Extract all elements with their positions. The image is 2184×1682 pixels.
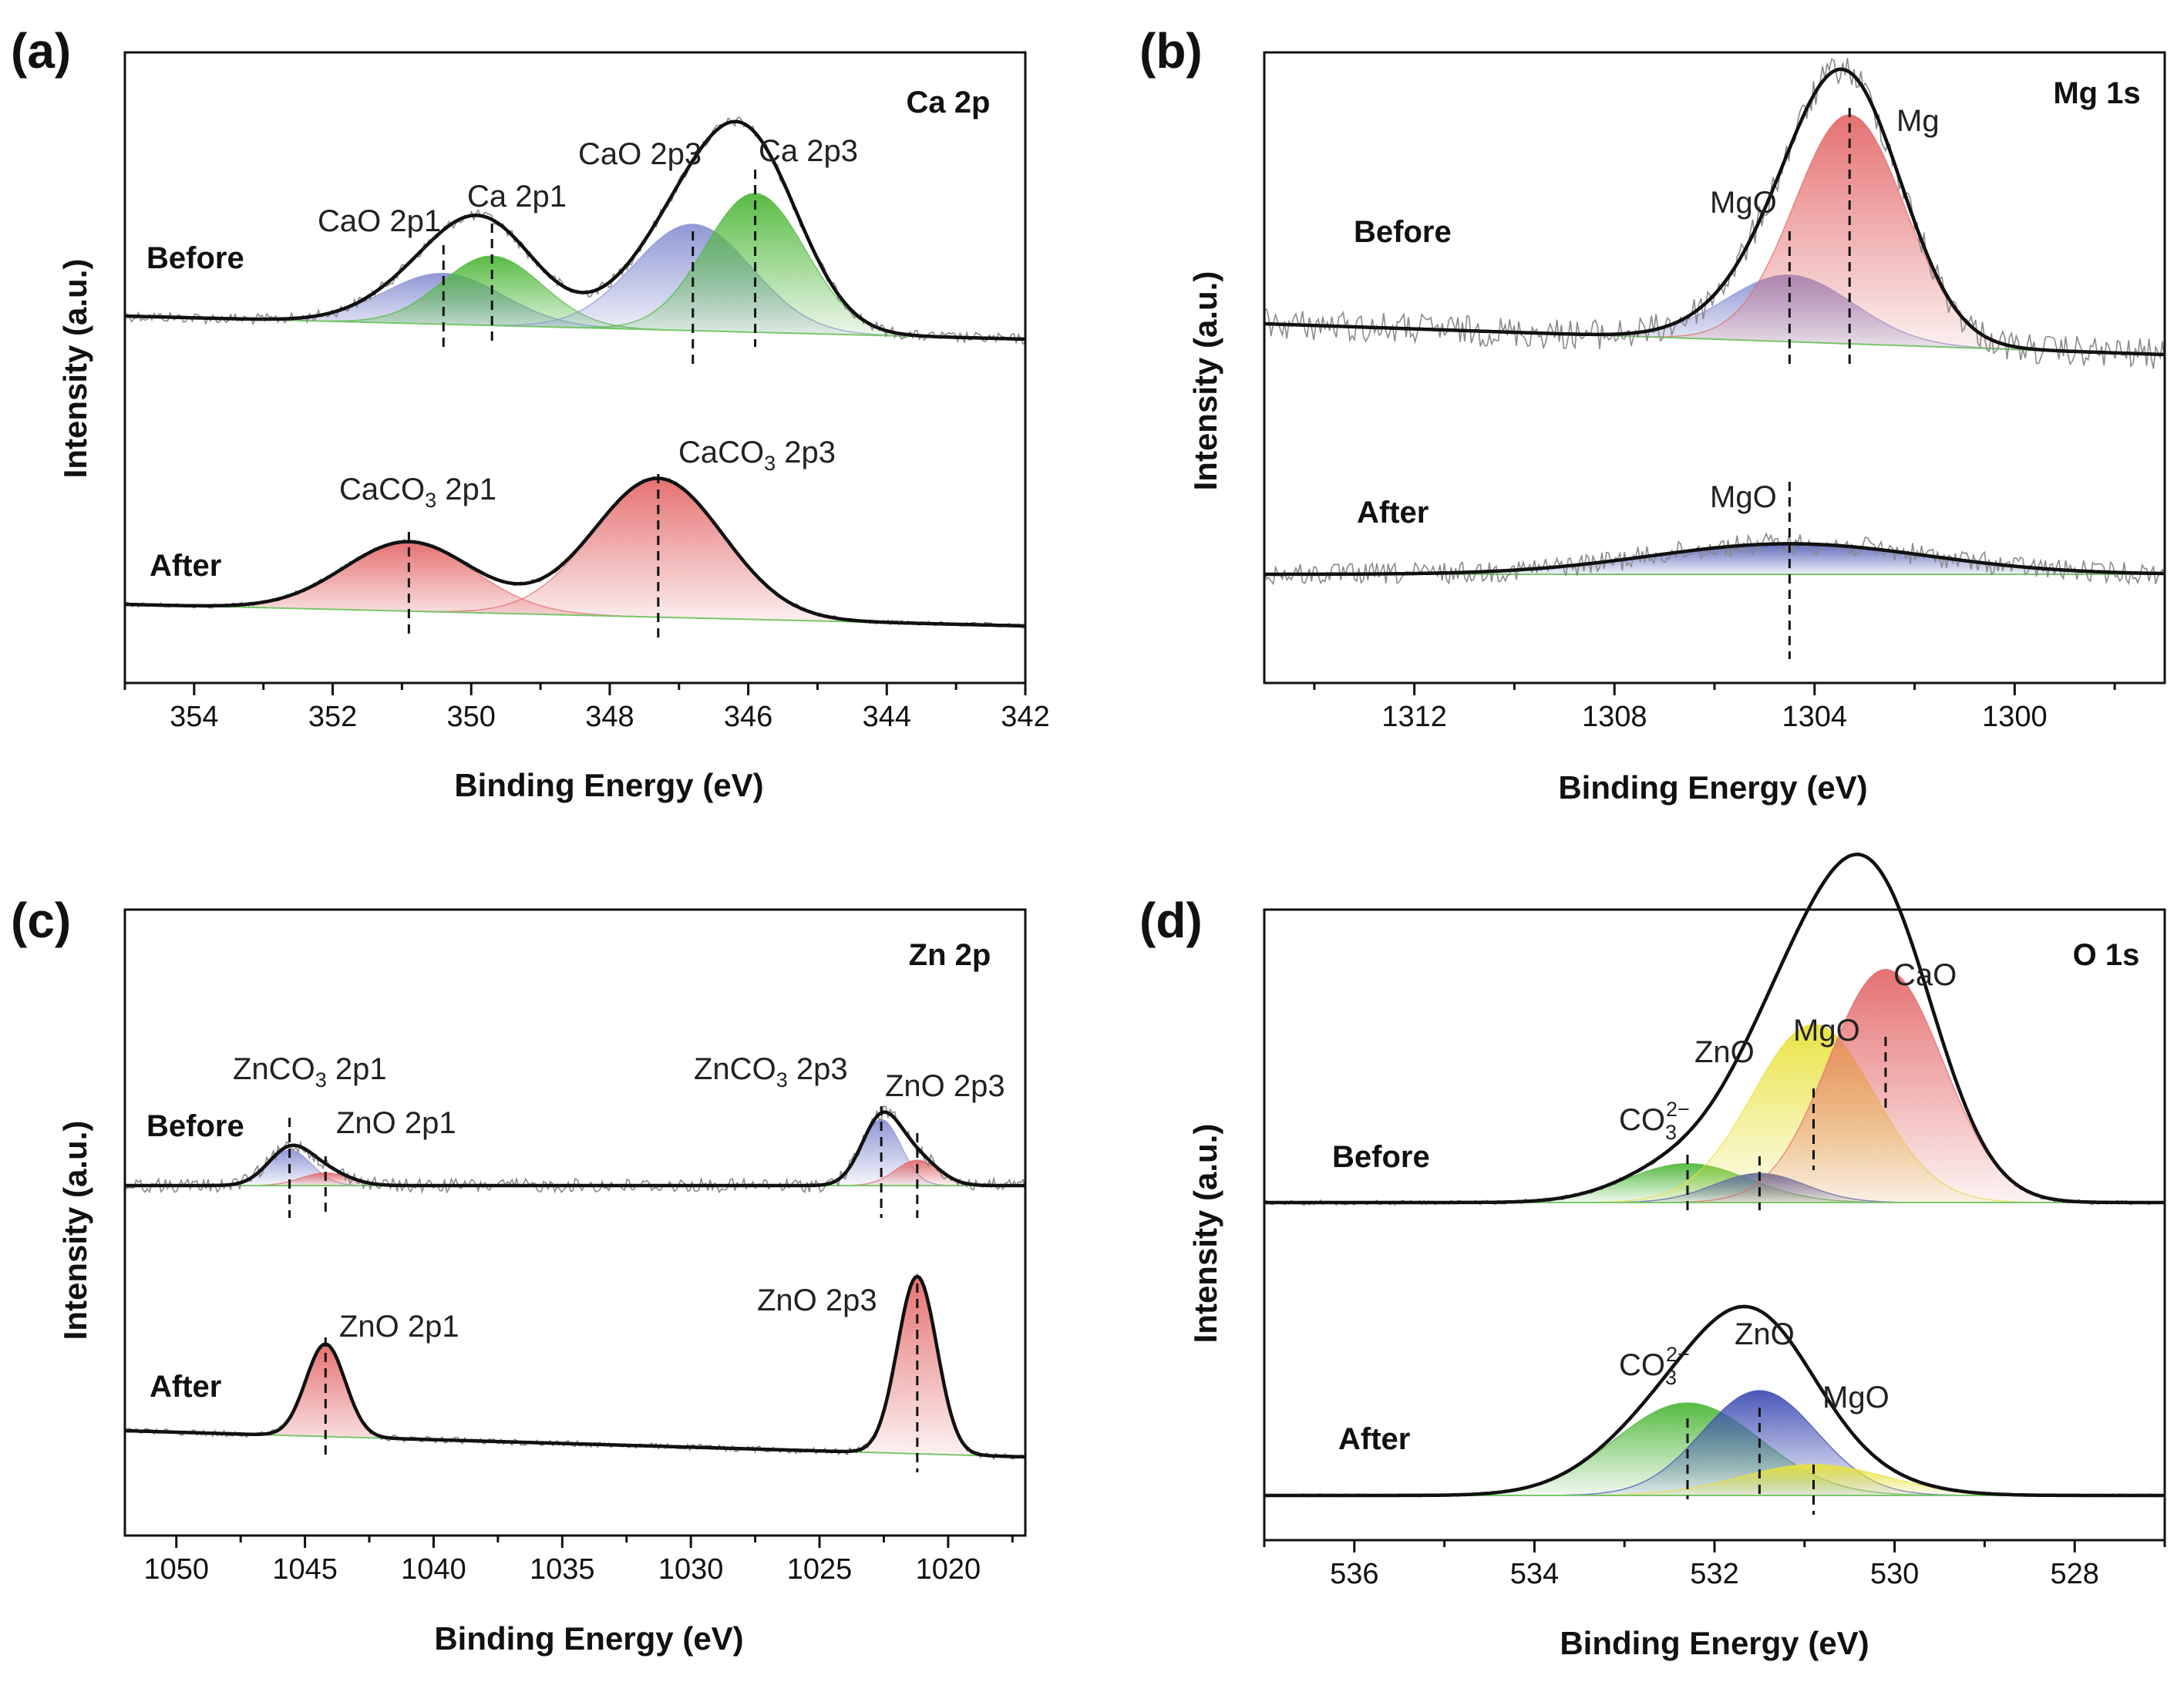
x-ticks-c: 1050 1045 1040 1035 1030 1025 1020 xyxy=(143,1536,1014,1586)
peak-label-zno-2p3-after: ZnO 2p3 xyxy=(757,1283,877,1317)
peak-label-mgo-after: MgO xyxy=(1710,480,1777,514)
tick-label-a-350: 350 xyxy=(447,701,496,733)
peak-label-ca-2p3: Ca 2p3 xyxy=(759,134,858,168)
peak-label-cao-2p3: CaO 2p3 xyxy=(578,137,702,171)
tick-label-c-1025: 1025 xyxy=(787,1553,853,1586)
fit-envelope-before xyxy=(125,1110,1025,1188)
peak-label-mgo-before: MgO xyxy=(1793,1014,1860,1048)
series-label-before-d: Before xyxy=(1332,1140,1430,1174)
y-axis-label-d: Intensity (a.u.) xyxy=(1187,1124,1223,1344)
peak-label-znco3-2p3: ZnCO3 2p3 xyxy=(694,1052,848,1092)
panel-c-zn2p: (c) 1050 1045 1040 1035 1030 1025 1020 Zn 2p B… xyxy=(11,893,1027,1657)
peak-label-cao: CaO xyxy=(1893,958,1957,992)
peak-label-zno-2p1-before: ZnO 2p1 xyxy=(336,1106,456,1140)
x-axis-label-a: Binding Energy (eV) xyxy=(454,767,763,803)
fit-envelope-before xyxy=(1264,67,2165,357)
chart-title-a: Ca 2p xyxy=(907,86,991,119)
tick-label-b-1308: 1308 xyxy=(1582,701,1647,733)
fit-envelope-after xyxy=(124,1274,1026,1459)
x-axis-label-d: Binding Energy (eV) xyxy=(1560,1625,1869,1661)
y-axis-label-b: Intensity (a.u.) xyxy=(1187,271,1223,491)
fit-envelope-before xyxy=(1264,853,2165,1205)
tick-label-c-1045: 1045 xyxy=(272,1553,338,1586)
plot-frame-c xyxy=(123,908,1027,1537)
x-ticks-a: 354 352 350 348 346 344 342 xyxy=(123,683,1050,733)
tick-label-d-530: 530 xyxy=(1870,1558,1919,1590)
series-label-before-b: Before xyxy=(1354,215,1452,249)
x-ticks-b: 1312 1308 1304 1300 xyxy=(1313,683,2116,733)
plot-area-d xyxy=(1264,852,2165,1515)
panel-b-mg1s: (b) 1312 1308 1304 1300 Mg 1s Binding Energ… xyxy=(1139,23,2166,806)
tick-label-a-348: 348 xyxy=(585,701,634,733)
tick-label-a-344: 344 xyxy=(863,701,911,733)
fit-envelope-before xyxy=(124,119,1026,341)
series-label-after-c: After xyxy=(150,1370,221,1404)
chart-title-b: Mg 1s xyxy=(2053,76,2140,110)
peak-label-caco3-2p3: CaCO3 2p3 xyxy=(678,436,836,475)
y-axis-label-c: Intensity (a.u.) xyxy=(57,1121,93,1341)
peak-label-ca-2p1: Ca 2p1 xyxy=(467,180,567,214)
panel-a-ca2p: (a) 354 352 350 348 346 344 342 Ca 2p Binding … xyxy=(11,23,1050,803)
plot-area-a xyxy=(124,116,1026,640)
panel-label-b: (b) xyxy=(1139,23,1203,79)
chart-title-c: Zn 2p xyxy=(909,938,991,972)
tick-label-d-528: 528 xyxy=(2050,1558,2098,1590)
peak-label-zno-2p1-after: ZnO 2p1 xyxy=(339,1310,459,1344)
peak-label-mgo-after: MgO xyxy=(1822,1381,1890,1415)
series-label-after-b: After xyxy=(1357,496,1429,530)
tick-label-c-1050: 1050 xyxy=(143,1553,209,1586)
series-label-before-c: Before xyxy=(146,1109,244,1143)
tick-label-c-1030: 1030 xyxy=(658,1553,724,1586)
peak-label-cao-2p1: CaO 2p1 xyxy=(318,204,441,238)
component-before-cao-2p1 xyxy=(124,272,1026,340)
plot-area-c xyxy=(124,1105,1026,1472)
peak-label-mg: Mg xyxy=(1896,104,1940,138)
panel-label-c: (c) xyxy=(11,893,71,948)
x-axis-label-b: Binding Energy (eV) xyxy=(1558,769,1867,806)
peak-label-znco3-2p1: ZnCO3 2p1 xyxy=(233,1052,387,1092)
peak-label-co3-before: CO32− xyxy=(1619,1098,1690,1144)
peak-label-mgo-before: MgO xyxy=(1710,186,1777,220)
y-axis-label-a: Intensity (a.u.) xyxy=(57,259,93,479)
panel-label-d: (d) xyxy=(1139,893,1203,948)
tick-label-b-1312: 1312 xyxy=(1381,701,1447,733)
chart-title-d: O 1s xyxy=(2073,938,2140,972)
peak-label-zno-after: ZnO xyxy=(1735,1317,1795,1351)
series-label-after-d: After xyxy=(1338,1422,1410,1456)
tick-label-a-354: 354 xyxy=(170,701,218,733)
tick-label-b-1304: 1304 xyxy=(1782,701,1848,733)
tick-label-d-536: 536 xyxy=(1330,1558,1378,1590)
series-label-after-a: After xyxy=(150,549,221,583)
peak-label-zno-before: ZnO xyxy=(1694,1035,1755,1069)
tick-label-a-342: 342 xyxy=(1001,701,1049,733)
fit-envelope-after xyxy=(1264,1304,2165,1498)
tick-label-b-1300: 1300 xyxy=(1982,701,2048,733)
component-after-zno-2p3 xyxy=(124,1276,1026,1458)
fit-envelope-after xyxy=(1264,542,2165,577)
tick-label-c-1035: 1035 xyxy=(530,1553,595,1586)
component-before-mgo xyxy=(1264,274,2165,355)
plot-frame-b xyxy=(1263,51,2166,685)
tick-label-a-352: 352 xyxy=(308,701,357,733)
panel-d-o1s: (d) 536 534 532 530 528 O 1s Binding Energy … xyxy=(1139,852,2166,1661)
raw-spectrum-after xyxy=(1264,532,2165,586)
plot-frame-a xyxy=(123,51,1027,685)
peak-label-caco3-2p1: CaCO3 2p1 xyxy=(339,473,496,512)
fit-envelope-after xyxy=(124,476,1026,628)
tick-label-a-346: 346 xyxy=(724,701,772,733)
peak-label-zno-2p3-before: ZnO 2p3 xyxy=(885,1069,1005,1103)
plot-area-b xyxy=(1264,58,2165,659)
peak-label-co3-after: CO32− xyxy=(1619,1343,1690,1389)
component-before-cao-2p3 xyxy=(124,224,1026,340)
panel-label-a: (a) xyxy=(11,23,71,79)
x-axis-label-c: Binding Energy (eV) xyxy=(434,1620,743,1657)
x-ticks-d: 536 534 532 530 528 xyxy=(1263,1540,2166,1590)
tick-label-d-532: 532 xyxy=(1690,1558,1738,1590)
tick-label-c-1040: 1040 xyxy=(401,1553,466,1586)
series-label-before-a: Before xyxy=(146,241,244,275)
tick-label-d-534: 534 xyxy=(1510,1558,1559,1590)
tick-label-c-1020: 1020 xyxy=(916,1553,981,1586)
